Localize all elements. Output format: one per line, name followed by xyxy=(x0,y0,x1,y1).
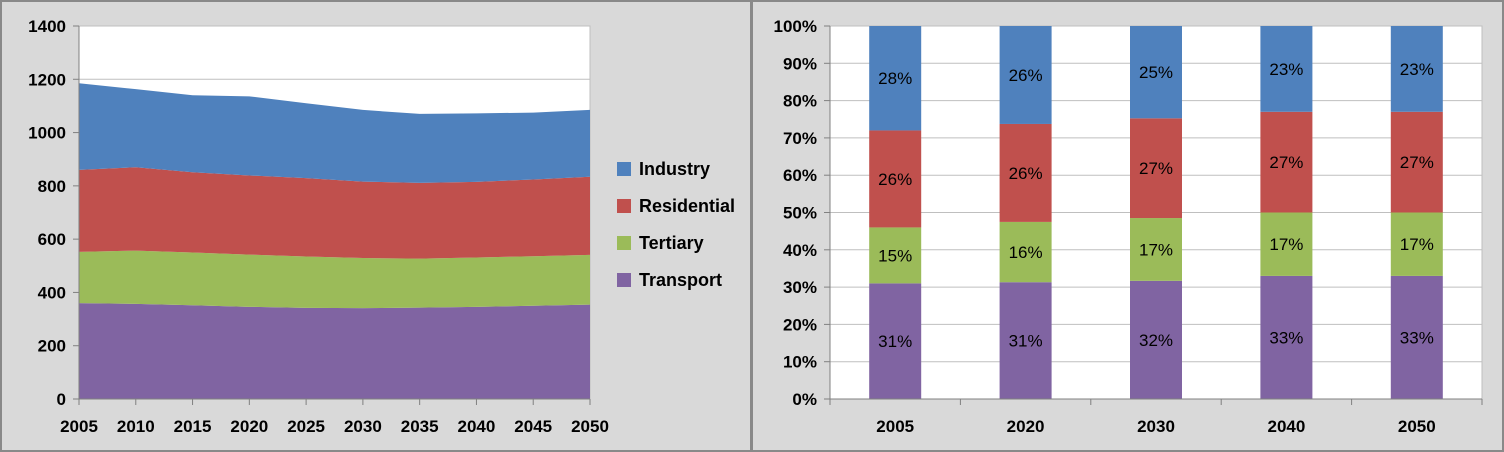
bar-segment-tertiary-2020 xyxy=(999,221,1052,283)
x-axis-tick-label: 2010 xyxy=(117,417,155,436)
bar-segment-transport-2030 xyxy=(1130,280,1182,399)
y-axis-tick-label: 400 xyxy=(38,283,66,302)
bar-segment-tertiary-2050 xyxy=(1390,212,1443,276)
data-label-industry-2005: 28% xyxy=(878,69,912,88)
x-axis-tick-label: 2020 xyxy=(230,417,268,436)
y-axis-tick-label: 80% xyxy=(783,92,817,111)
bar-segment-transport-2020 xyxy=(999,282,1052,399)
y-axis-tick-label: 100% xyxy=(774,17,817,36)
x-axis-category-label: 2020 xyxy=(1007,417,1045,436)
legend-label-transport: Transport xyxy=(639,270,723,290)
bar-segment-industry-2020 xyxy=(999,26,1052,124)
x-axis-category-label: 2030 xyxy=(1137,417,1175,436)
data-label-transport-2020: 31% xyxy=(1009,332,1043,351)
y-axis-tick-label: 70% xyxy=(783,129,817,148)
y-axis-tick-label: 1000 xyxy=(28,124,66,143)
panel-divider xyxy=(750,2,753,450)
y-axis-tick-label: 30% xyxy=(783,278,817,297)
x-axis-tick-label: 2035 xyxy=(401,417,439,436)
area-series-industry xyxy=(79,83,590,183)
data-label-tertiary-2050: 17% xyxy=(1400,235,1434,254)
x-axis-tick-label: 2050 xyxy=(571,417,609,436)
data-label-tertiary-2020: 16% xyxy=(1009,243,1043,262)
bar-segment-residential-2030 xyxy=(1130,118,1182,219)
data-label-tertiary-2040: 17% xyxy=(1269,235,1303,254)
legend-item-residential: Residential xyxy=(617,196,747,216)
legend-item-industry: Industry xyxy=(617,159,747,179)
data-label-industry-2030: 25% xyxy=(1139,63,1173,82)
data-label-residential-2020: 26% xyxy=(1009,164,1043,183)
data-label-industry-2020: 26% xyxy=(1009,66,1043,85)
y-axis-tick-label: 800 xyxy=(38,177,66,196)
y-axis-tick-label: 90% xyxy=(783,54,817,73)
stacked-area-chart: 0 200 400 600 800 1000 1200 1400 2005 2010 2015 202… xyxy=(28,17,609,436)
legend-label-industry: Industry xyxy=(639,159,711,179)
y-axis-tick-label: 50% xyxy=(783,204,817,223)
y-axis-tick-label: 40% xyxy=(783,241,817,260)
bar-segment-industry-2040 xyxy=(1260,26,1313,112)
bar-segment-industry-2005 xyxy=(869,26,922,131)
bar-segment-tertiary-2005 xyxy=(869,227,922,284)
data-label-industry-2040: 23% xyxy=(1269,60,1303,79)
area-series-transport xyxy=(79,303,590,399)
x-axis-tick-label: 2025 xyxy=(287,417,325,436)
residential-color-swatch xyxy=(617,199,631,213)
y-axis-tick-label: 20% xyxy=(783,315,817,334)
x-axis-category-label: 2040 xyxy=(1267,417,1305,436)
data-label-residential-2050: 27% xyxy=(1400,153,1434,172)
tertiary-color-swatch xyxy=(617,236,631,250)
bar-segment-tertiary-2030 xyxy=(1130,218,1182,281)
bar-segment-residential-2050 xyxy=(1390,111,1443,213)
data-label-tertiary-2030: 17% xyxy=(1139,240,1173,259)
legend-label-residential: Residential xyxy=(639,196,736,216)
transport-color-swatch xyxy=(617,273,631,287)
data-label-residential-2005: 26% xyxy=(878,170,912,189)
bar-segment-transport-2040 xyxy=(1260,275,1313,399)
y-axis-tick-label: 60% xyxy=(783,166,817,185)
chart-legend: Industry Residential Tertiary Transport xyxy=(617,159,747,307)
data-label-industry-2050: 23% xyxy=(1400,60,1434,79)
x-axis-tick-label: 2040 xyxy=(458,417,496,436)
legend-item-transport: Transport xyxy=(617,270,747,290)
x-axis-tick-label: 2030 xyxy=(344,417,382,436)
y-axis-tick-label: 0 xyxy=(57,390,66,409)
data-label-residential-2040: 27% xyxy=(1269,153,1303,172)
percent-stacked-bar-chart: 0% 10% 20% 30% 40% 50% 60% 70% 80% 90% 100% 31% 15% 2… xyxy=(774,17,1483,436)
data-label-transport-2005: 31% xyxy=(878,332,912,351)
y-axis-tick-label: 200 xyxy=(38,337,66,356)
data-label-transport-2040: 33% xyxy=(1269,328,1303,347)
data-label-transport-2050: 33% xyxy=(1400,328,1434,347)
bar-segment-tertiary-2040 xyxy=(1260,212,1313,276)
industry-color-swatch xyxy=(617,162,631,176)
y-axis-tick-label: 1400 xyxy=(28,17,66,36)
bar-segment-residential-2005 xyxy=(869,130,922,228)
y-axis-tick-label: 1200 xyxy=(28,70,66,89)
area-series-tertiary xyxy=(79,250,590,309)
y-axis-tick-label: 0% xyxy=(792,390,817,409)
percent-stacked-bar-chart-panel: 0% 10% 20% 30% 40% 50% 60% 70% 80% 90% 100% 31% 15% 2… xyxy=(753,2,1502,450)
bar-segment-industry-2030 xyxy=(1130,26,1182,119)
x-axis-tick-label: 2015 xyxy=(174,417,212,436)
bar-segment-residential-2020 xyxy=(999,123,1052,222)
data-label-transport-2030: 32% xyxy=(1139,331,1173,350)
bar-segment-transport-2050 xyxy=(1390,275,1443,399)
data-label-tertiary-2005: 15% xyxy=(878,246,912,265)
legend-item-tertiary: Tertiary xyxy=(617,233,747,253)
x-axis-category-label: 2005 xyxy=(876,417,914,436)
x-axis-category-label: 2050 xyxy=(1398,417,1436,436)
bar-segment-industry-2050 xyxy=(1390,26,1443,112)
data-label-residential-2030: 27% xyxy=(1139,159,1173,178)
stacked-area-chart-panel: 0 200 400 600 800 1000 1200 1400 2005 2010 2015 202… xyxy=(2,2,750,450)
bar-segment-residential-2040 xyxy=(1260,111,1313,213)
y-axis-tick-label: 600 xyxy=(38,230,66,249)
x-axis-tick-label: 2045 xyxy=(514,417,552,436)
area-series-residential xyxy=(79,167,590,259)
x-axis-tick-label: 2005 xyxy=(60,417,98,436)
bar-segment-transport-2005 xyxy=(869,283,922,399)
legend-label-tertiary: Tertiary xyxy=(639,233,704,253)
y-axis-tick-label: 10% xyxy=(783,353,817,372)
